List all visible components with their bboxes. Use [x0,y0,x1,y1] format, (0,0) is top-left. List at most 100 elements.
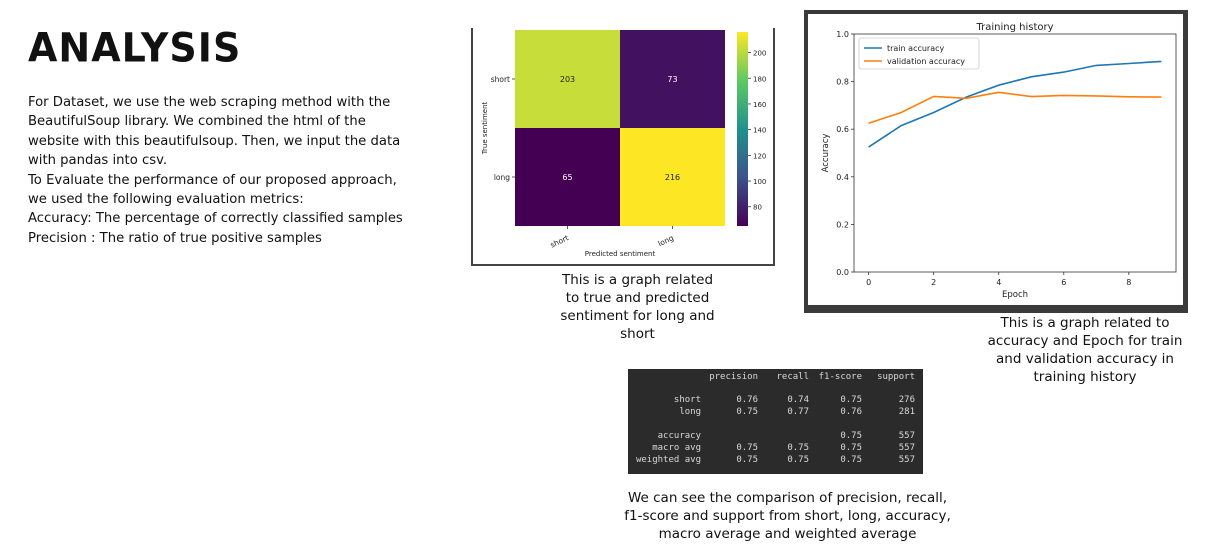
caption-line: f1-score and support from short, long, a… [624,508,951,524]
table-row: accuracy 0.75 557 [628,431,923,443]
table-row: short 0.76 0.74 0.75 276 [628,395,923,407]
caption-line: to true and predicted [565,290,710,306]
table-cell: f1-score [818,372,862,382]
series-line [868,91,1162,125]
table-cell: 0.75 [840,455,862,465]
x-tick-label: 4 [996,278,1001,287]
table-row: long 0.75 0.77 0.76 281 [628,407,923,419]
heatmap-cell [515,128,620,226]
legend-label: train accuracy [887,44,945,53]
table-cell: 0.75 [840,395,862,405]
heatmap-cell [515,30,620,128]
paragraph-line: To Evaluate the performance of our propo… [28,172,397,188]
colorbar-tick-label: 200 [753,50,766,58]
legend-box [858,37,980,70]
classification-report-table: precision recall f1-score support short 0.76 0… [628,369,923,474]
table-cell: 0.74 [787,395,809,405]
x-axis-label: Predicted sentiment [585,250,656,258]
confusion-matrix-caption: This is a graph related to true and pred… [540,271,735,343]
slide-title: ANALYSIS [28,24,242,72]
table-cell: 557 [898,431,915,441]
y-tick-label: long [494,173,510,182]
caption-line: sentiment for long and [560,308,715,324]
table-cell: 281 [898,407,915,417]
table-row: weighted avg 0.75 0.75 0.75 557 [628,455,923,467]
table-cell: recall [776,372,809,382]
y-tick-label: 0.4 [836,173,849,182]
colorbar-tick-label: 100 [753,178,766,186]
table-cell: precision [709,372,758,382]
caption-line: short [620,326,655,342]
y-tick-label: 0.0 [836,268,849,277]
confusion-matrix-figure: 203 73 65 216 short long short long Predicted se… [471,28,775,266]
caption-line: macro average and weighted average [658,526,917,542]
table-cell: 0.75 [840,431,862,441]
series-line [868,60,1162,148]
table-cell: 0.75 [787,455,809,465]
table-row [628,419,923,431]
heatmap-cell [620,30,725,128]
x-tick-label: 2 [931,278,936,287]
table-cell: 557 [898,443,915,453]
table-cell: 557 [898,455,915,465]
caption-line: We can see the comparison of precision, … [627,490,948,506]
heatmap-cell [620,128,725,226]
colorbar-tick-label: 120 [753,152,766,160]
cell-value-label: 216 [665,173,680,182]
table-cell: 0.75 [736,455,758,465]
colorbar-tick-label: 140 [753,127,766,135]
cell-value-label: 203 [560,75,575,84]
paragraph-line: we used the following evaluation metrics… [28,192,304,208]
table-cell: 0.75 [736,443,758,453]
analysis-text: For Dataset, we use the web scraping met… [28,93,438,248]
training-history-chart: Training history 0 2 4 6 8 0.0 0.2 0.4 0.6 0.8 1.0 E… [808,14,1183,305]
legend-label: validation accuracy [887,57,965,66]
row-label: long [679,407,701,417]
paragraph-line: Accuracy: The percentage of correctly cl… [28,211,403,227]
y-tick-label: 0.2 [836,220,849,229]
legend: train accuracy validation accuracy [858,37,980,70]
caption-line: accuracy and Epoch for train [987,333,1183,349]
paragraph-line: Precision : The ratio of true positive s… [28,230,322,246]
row-label: macro avg [652,443,701,453]
chart-title: Training history [975,22,1053,33]
paragraph-line: website with this beautifulsoup. Then, w… [28,133,401,149]
table-header-row: precision recall f1-score support [628,372,923,384]
colorbar [737,32,748,226]
caption-line: and validation accuracy in [996,351,1174,367]
table-cell: 0.76 [736,395,758,405]
x-axis-label: Epoch [1002,290,1028,300]
x-tick-label: 8 [1126,278,1131,287]
table-cell: 0.76 [840,407,862,417]
cell-value-label: 65 [562,173,572,182]
caption-line: training history [1033,369,1137,385]
y-tick-label: 0.8 [836,78,849,87]
table-cell: 0.77 [787,407,809,417]
cell-value-label: 73 [667,75,677,84]
training-history-caption: This is a graph related to accuracy and … [970,314,1200,386]
colorbar-tick-label: 160 [753,101,766,109]
y-tick-label: 0.6 [836,125,849,134]
x-tick-label: 6 [1061,278,1066,287]
table-cell: support [877,372,915,382]
x-tick-label: 0 [866,278,871,287]
y-tick-label: short [491,75,510,84]
paragraph-line: For Dataset, we use the web scraping met… [28,95,391,110]
table-cell: 0.75 [840,443,862,453]
row-label: short [673,395,701,405]
row-label: weighted avg [635,455,701,465]
paragraph-line: with pandas into csv. [28,153,168,169]
table-row: macro avg 0.75 0.75 0.75 557 [628,443,923,455]
caption-line: This is a graph related [561,272,714,288]
y-tick-label: 1.0 [836,30,849,39]
y-axis-label: Accuracy [821,134,831,173]
x-tick-label: long [657,233,676,248]
x-tick-label: short [549,233,570,249]
paragraph-line: BeautifulSoup library. We combined the h… [28,114,366,130]
row-label: accuracy [657,431,701,441]
caption-line: This is a graph related to [1000,315,1170,331]
colorbar-tick-label: 80 [753,204,762,212]
training-history-figure: Training history 0 2 4 6 8 0.0 0.2 0.4 0.6 0.8 1.0 E… [804,10,1188,313]
table-cell: 0.75 [736,407,758,417]
